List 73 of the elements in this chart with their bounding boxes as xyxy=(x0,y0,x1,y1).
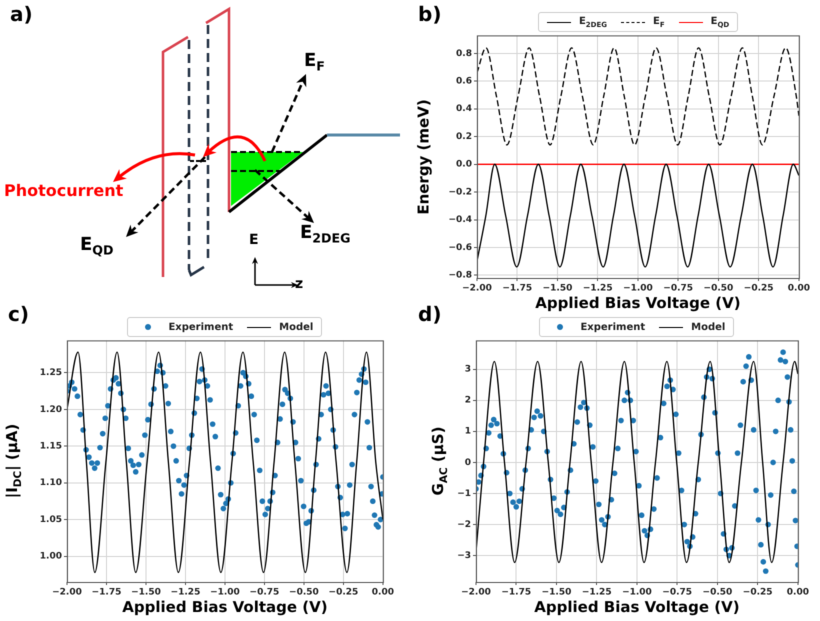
x-tick-label: −0.25 xyxy=(744,284,774,294)
y-tick-label: −1 xyxy=(457,488,471,499)
y-tick-label: −3 xyxy=(457,550,471,561)
y-tick-label: 1.25 xyxy=(40,368,62,378)
y-tick-label: 0.4 xyxy=(456,104,472,114)
text: z xyxy=(295,276,304,292)
y-tick-label: 0.8 xyxy=(456,48,472,59)
x-tick-label: −0.25 xyxy=(328,588,358,598)
chart-title: c) xyxy=(8,302,29,326)
x-tick-label: −1.00 xyxy=(622,588,652,598)
x-tick-label: −0.25 xyxy=(742,588,773,598)
legend-label: Model xyxy=(691,322,726,333)
x-axis-title: Applied Bias Voltage (V) xyxy=(535,294,741,312)
line-series xyxy=(67,352,383,574)
x-tick-label: −1.75 xyxy=(92,588,122,598)
x-tick-label: −1.00 xyxy=(210,588,240,598)
x-tick-label: −1.75 xyxy=(502,284,532,294)
y-tick-label: 1.10 xyxy=(40,478,62,488)
x-tick-label: −0.75 xyxy=(663,284,694,294)
y-tick-label: 0.6 xyxy=(456,76,472,86)
x-tick-label: −1.50 xyxy=(542,284,572,294)
x-tick-label: −0.75 xyxy=(250,588,280,598)
y-tick-label: 0 xyxy=(464,458,471,468)
y-tick-label: −2 xyxy=(457,520,471,530)
x-tick-label: −1.25 xyxy=(582,588,612,598)
text: Photocurrent xyxy=(4,181,124,200)
y-tick-label: −0.6 xyxy=(448,242,472,253)
y-tick-label: −0.4 xyxy=(448,215,472,226)
text: E$_{2DEG}$ xyxy=(300,222,350,246)
y-tick-label: 1 xyxy=(464,426,471,437)
y-tick-label: 1.00 xyxy=(40,552,62,562)
x-tick-label: −1.75 xyxy=(501,588,532,598)
legend-label: Experiment xyxy=(580,322,646,333)
legend-label: E$_{F}$ xyxy=(653,16,665,29)
x-tick-label: −2.00 xyxy=(461,588,491,598)
x-axis-title: Applied Bias Voltage (V) xyxy=(122,598,328,616)
y-tick-label: 1.20 xyxy=(40,404,62,415)
y-tick-label: −0.8 xyxy=(448,270,472,281)
x-tick-label: −0.75 xyxy=(662,588,692,598)
x-tick-label: 0.00 xyxy=(372,588,394,598)
line-series xyxy=(477,47,799,146)
x-tick-label: −1.50 xyxy=(131,588,161,598)
text: a) xyxy=(10,2,33,26)
text: E$_{F}$ xyxy=(304,50,325,74)
y-tick-label: 0.2 xyxy=(456,132,472,142)
y-tick-label: 1.05 xyxy=(40,514,62,525)
legend-label: Experiment xyxy=(168,322,234,333)
x-tick-label: −2.00 xyxy=(52,588,82,598)
x-axis-title: Applied Bias Voltage (V) xyxy=(534,598,740,616)
y-axis-title: Energy (meV) xyxy=(414,99,432,214)
legend-label: Model xyxy=(279,322,314,333)
x-tick-label: −0.50 xyxy=(289,588,319,598)
y-tick-label: −0.2 xyxy=(448,187,472,198)
x-tick-label: −1.00 xyxy=(623,284,653,294)
x-tick-label: −0.50 xyxy=(702,588,732,598)
chart-title: b) xyxy=(418,2,442,26)
line-series xyxy=(477,164,799,268)
x-tick-label: −1.50 xyxy=(542,588,572,598)
y-tick-label: 2 xyxy=(464,396,471,406)
y-tick-label: 1.15 xyxy=(40,441,62,452)
legend-label: E$_{2DEG}$ xyxy=(578,16,607,29)
x-tick-label: −1.25 xyxy=(170,588,200,598)
x-tick-label: −0.50 xyxy=(704,284,734,294)
text: E xyxy=(249,232,259,248)
legend-label: E$_{QD}$ xyxy=(710,16,730,29)
x-tick-label: −2.00 xyxy=(462,284,492,294)
x-tick-label: 0.00 xyxy=(786,588,810,598)
y-tick-label: 0.0 xyxy=(456,160,472,170)
x-tick-label: −1.25 xyxy=(582,284,613,294)
y-tick-label: 3 xyxy=(464,364,471,375)
chart-title: d) xyxy=(418,302,442,326)
x-tick-label: 0.00 xyxy=(788,284,810,294)
text: E$_{QD}$ xyxy=(80,234,114,258)
